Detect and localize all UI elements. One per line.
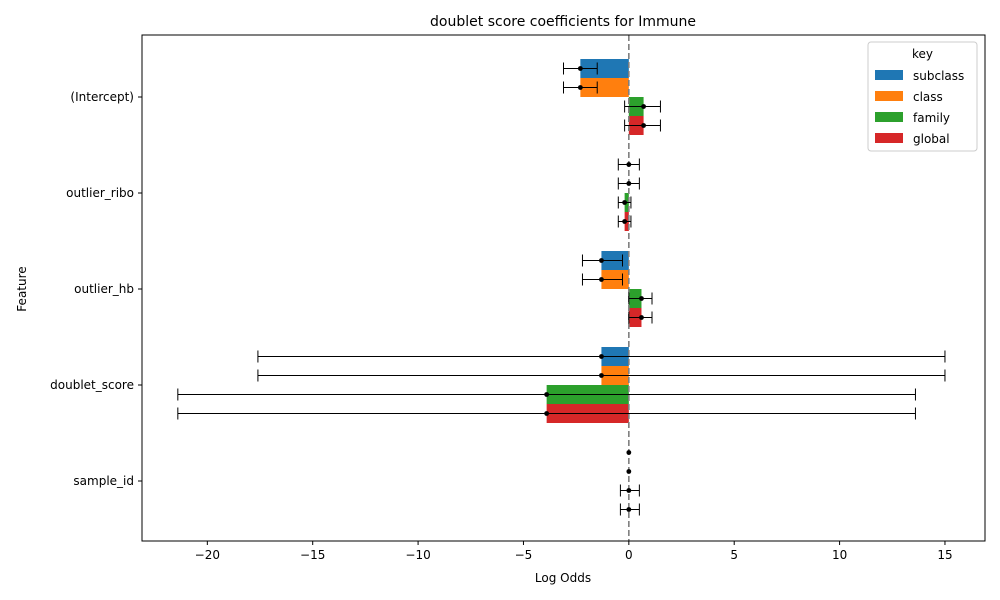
legend[interactable]: key subclass class family global [867, 41, 978, 152]
data-point [599, 354, 604, 359]
legend-label: global [913, 132, 950, 146]
y-tick-label: (Intercept) [70, 90, 134, 104]
legend-label: class [913, 90, 943, 104]
data-point [641, 123, 646, 128]
data-point [599, 258, 604, 263]
chart-title: doublet score coefficients for Immune [430, 14, 696, 30]
legend-label: family [913, 111, 950, 125]
legend-box [867, 41, 978, 152]
data-point [544, 392, 550, 397]
plot-area [177, 35, 946, 541]
x-tick-label: −5 [515, 548, 533, 562]
legend-swatch [875, 133, 903, 143]
data-point [639, 315, 644, 320]
x-tick-label: 5 [730, 548, 738, 562]
data-point [626, 162, 632, 167]
x-tick-label: −15 [300, 548, 325, 562]
bar [580, 78, 629, 97]
data-point [626, 488, 632, 493]
legend-swatch [875, 91, 903, 101]
data-point [626, 450, 632, 455]
plot-frame [141, 34, 986, 542]
legend-swatch [875, 112, 903, 122]
y-tick-label: sample_id [73, 474, 134, 488]
x-tick-label: 10 [832, 548, 847, 562]
x-axis-label: Log Odds [535, 571, 591, 585]
data-point [577, 66, 583, 71]
data-point [599, 277, 604, 282]
y-axis-label: Feature [15, 266, 29, 311]
data-point [626, 181, 632, 186]
y-tick-label: doublet_score [50, 378, 134, 392]
legend-title: key [912, 47, 933, 61]
axes: −20 −15 −10 −5 0 5 10 15 (Intercept) outlier_ribo… [50, 34, 986, 562]
data-point [626, 469, 632, 474]
bar [580, 59, 629, 78]
data-point [622, 219, 628, 224]
data-point [639, 296, 644, 301]
y-tick-label: outlier_ribo [66, 186, 134, 200]
y-tick-label: outlier_hb [74, 282, 134, 296]
data-point [544, 411, 550, 416]
x-tick-label: −10 [405, 548, 430, 562]
data-point [626, 507, 632, 512]
x-tick-label: 0 [625, 548, 633, 562]
legend-label: subclass [913, 69, 964, 83]
data-point [577, 85, 583, 90]
legend-swatch [875, 70, 903, 80]
x-tick-label: −20 [195, 548, 220, 562]
data-point [622, 200, 628, 205]
x-tick-label: 15 [937, 548, 952, 562]
data-point [641, 104, 646, 109]
data-point [599, 373, 604, 378]
